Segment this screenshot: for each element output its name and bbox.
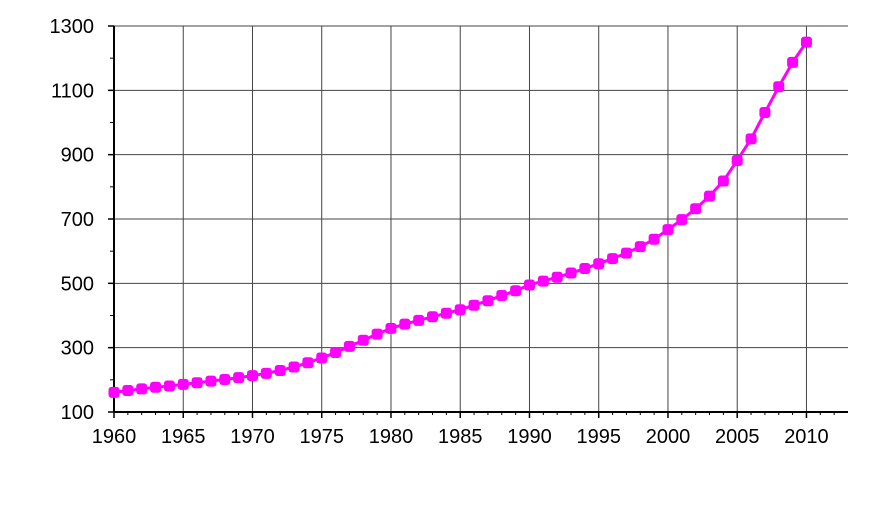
x-tick-label: 1965 [161, 426, 206, 448]
data-point [274, 365, 286, 377]
data-point [302, 357, 314, 369]
minor-ticks [108, 25, 835, 418]
data-point [288, 361, 300, 373]
data-point [468, 299, 480, 311]
data-point [759, 107, 771, 119]
data-point [565, 267, 577, 279]
data-point [233, 372, 245, 384]
y-tick-label: 700 [61, 209, 94, 231]
data-point [205, 375, 217, 387]
data-point [773, 81, 785, 93]
data-point [510, 285, 522, 297]
y-tick-label: 300 [61, 338, 94, 360]
data-point [191, 377, 203, 389]
data-point [537, 275, 549, 287]
x-tick-label: 1990 [507, 426, 552, 448]
data-point [800, 36, 812, 48]
data-point [704, 190, 716, 202]
x-tick-label: 2005 [715, 426, 760, 448]
x-tick-label: 1970 [230, 426, 275, 448]
data-point [454, 304, 466, 316]
data-point [579, 263, 591, 275]
data-point [219, 374, 231, 386]
x-tick-label: 1975 [299, 426, 344, 448]
x-tick-label: 2000 [646, 426, 691, 448]
data-point [593, 258, 605, 270]
x-tick-label: 1985 [438, 426, 483, 448]
data-point [787, 56, 799, 68]
data-point [745, 133, 757, 145]
data-point [427, 311, 439, 323]
data-point [523, 279, 535, 291]
grid-lines [114, 25, 848, 412]
data-point [122, 384, 134, 396]
data-point [399, 318, 411, 330]
series-layer [108, 36, 812, 398]
data-point [440, 307, 452, 319]
data-point [634, 241, 646, 253]
y-tick-labels: 100 300 500 700 900 1100 1300 [50, 16, 95, 424]
data-point [371, 328, 383, 340]
data-point [330, 346, 342, 358]
data-point [607, 253, 619, 265]
x-tick-label: 2010 [784, 426, 829, 448]
data-point [662, 224, 674, 236]
data-point [413, 314, 425, 326]
data-point [316, 352, 328, 364]
y-tick-label: 1300 [50, 16, 95, 38]
data-point [357, 334, 369, 346]
data-point [343, 340, 355, 352]
data-point [648, 233, 660, 245]
data-point [496, 290, 508, 302]
data-point [108, 386, 120, 398]
x-tick-label: 1980 [369, 426, 414, 448]
data-point [717, 175, 729, 187]
y-tick-label: 1100 [51, 80, 94, 102]
y-tick-label: 900 [61, 145, 94, 167]
data-point [551, 271, 563, 283]
x-tick-labels: 1960 1965 1970 1975 1980 1985 1990 1995 2000 2005… [92, 426, 829, 448]
y-tick-label: 500 [61, 273, 94, 295]
data-point [150, 381, 162, 393]
x-tick-label: 1960 [92, 426, 137, 448]
data-point [177, 378, 189, 390]
y-tick-label: 100 [61, 402, 94, 424]
data-point [385, 322, 397, 334]
data-point [731, 154, 743, 166]
data-point [260, 367, 272, 379]
data-point [482, 295, 494, 307]
data-point [246, 370, 258, 382]
data-point [676, 214, 688, 226]
data-point [620, 247, 632, 259]
data-point [163, 380, 175, 392]
x-tick-label: 1995 [576, 426, 621, 448]
data-point [136, 383, 148, 395]
data-point [690, 203, 702, 215]
